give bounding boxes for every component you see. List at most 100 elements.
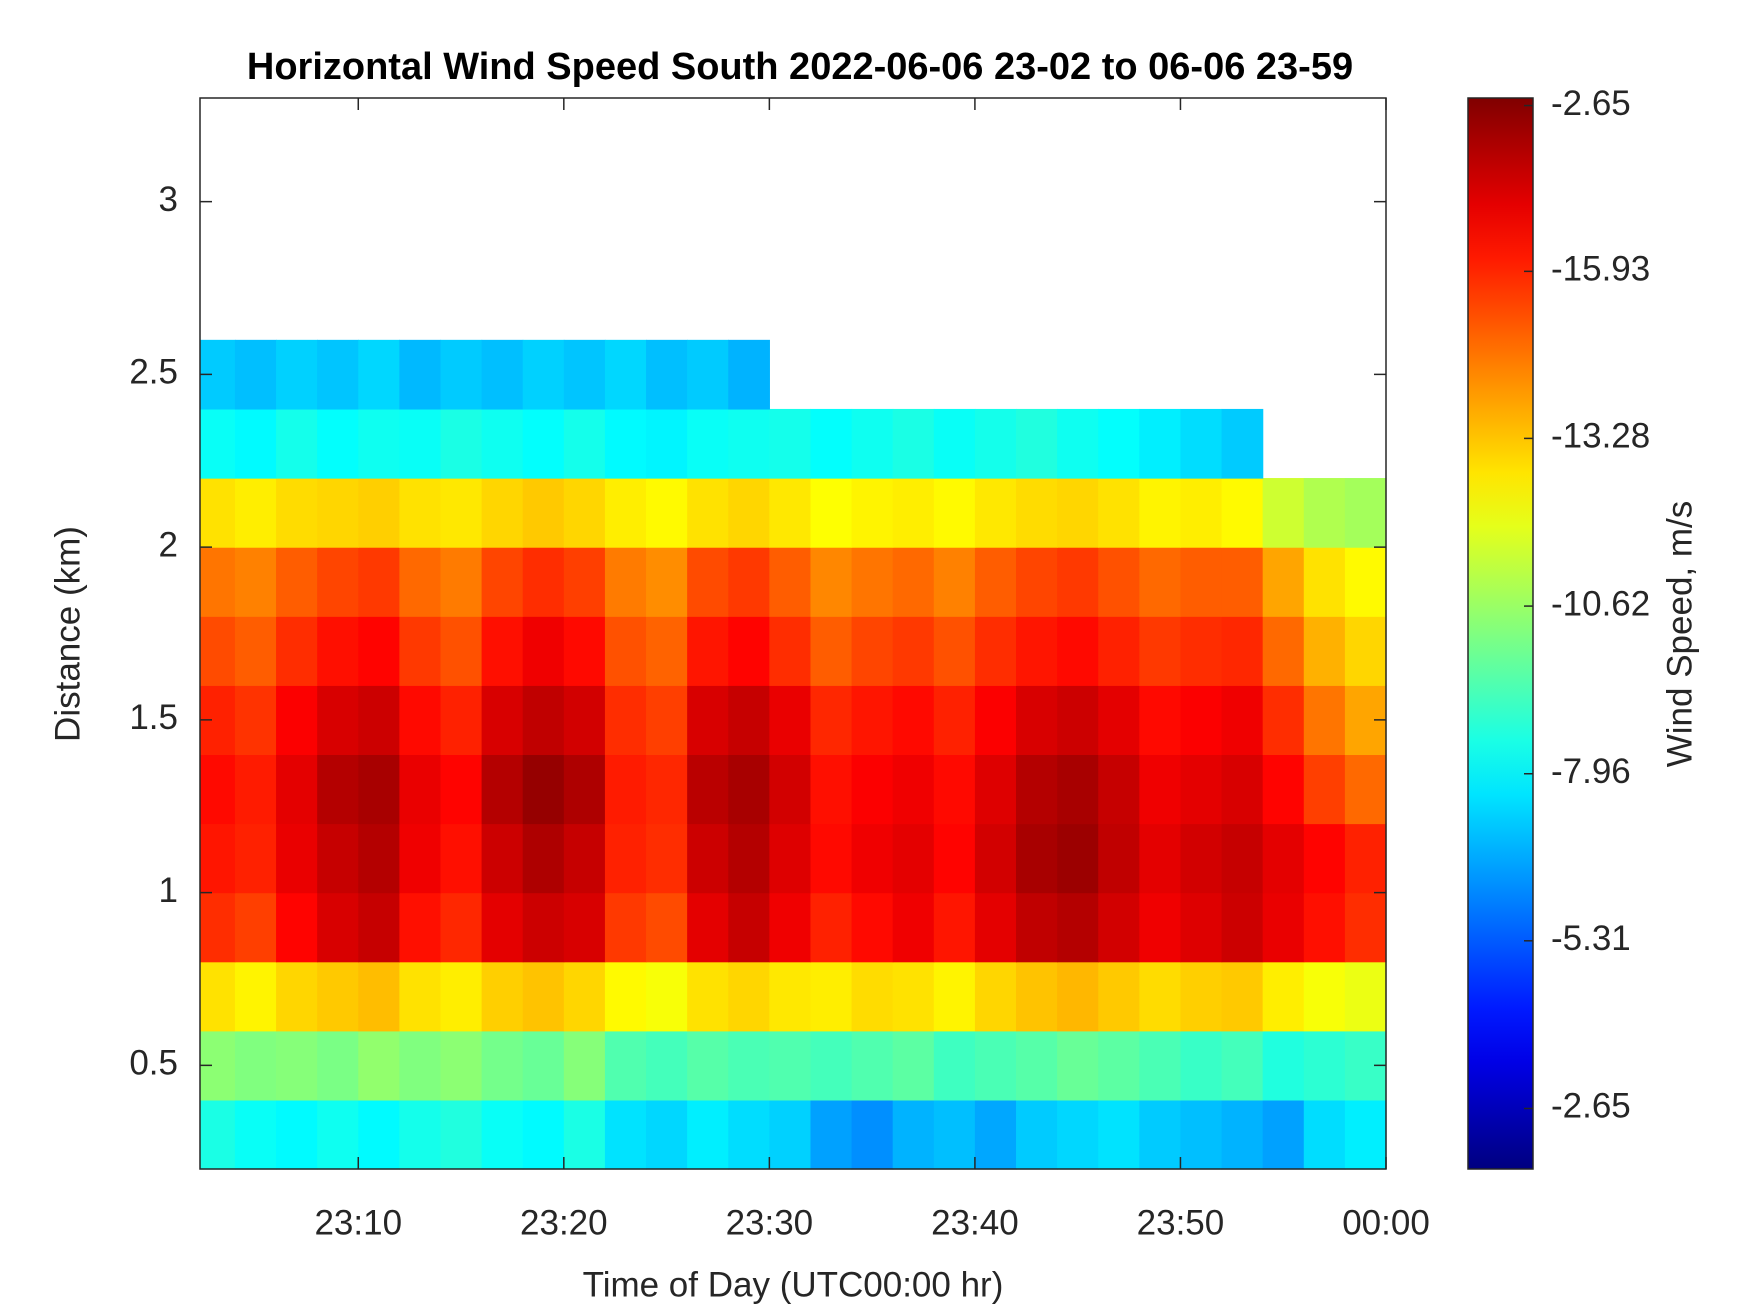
heatmap-cell [892,478,935,548]
heatmap-cell [1180,547,1223,617]
heatmap-cell [399,408,442,479]
heatmap-cell [358,478,400,548]
heatmap-cell [234,408,277,479]
heatmap-cell [522,1030,565,1101]
heatmap-cell [440,408,483,479]
colorbar-tick-label: -2.65 [1551,84,1631,123]
heatmap-cell [810,408,853,479]
heatmap-cell [1139,547,1182,617]
heatmap-cell [276,754,318,825]
heatmap-cell [1180,1099,1223,1170]
heatmap-cell [1098,408,1140,479]
heatmap-cell [317,961,359,1032]
y-tick-label: 2.5 [129,353,178,392]
heatmap-cell [728,754,770,825]
heatmap-cell [1016,1099,1058,1170]
heatmap-cell [1016,754,1058,825]
heatmap-cell [200,823,236,894]
heatmap-cell [851,616,894,686]
heatmap-cell [933,961,976,1032]
heatmap-cell [810,823,853,894]
heatmap-cell [522,685,565,756]
heatmap-cell [399,547,442,617]
heatmap-cell [358,754,400,825]
heatmap-cell [440,961,483,1032]
heatmap-cell [563,685,606,756]
heatmap-cell [234,1030,277,1101]
colorbar-tick-label: -13.28 [1551,417,1650,456]
heatmap-cell [851,1099,894,1170]
heatmap-cell [1098,616,1140,686]
heatmap-cell [1057,892,1099,963]
heatmap-cell [646,961,688,1032]
heatmap-cell [1262,685,1305,756]
x-tick-label: 23:30 [726,1203,814,1242]
heatmap-cell [604,478,647,548]
heatmap-cell [687,408,729,479]
colorbar-title: Wind Speed, m/s [1660,501,1699,768]
heatmap-cell [1303,892,1346,963]
x-tick-label: 23:10 [314,1203,402,1242]
y-tick-label: 3 [159,180,178,219]
heatmap-cell [974,1030,1017,1101]
heatmap-cell [646,892,688,963]
heatmap-cell [892,408,935,479]
plot-frame [199,97,1387,1170]
heatmap-cell [1303,1099,1346,1170]
heatmap-cell [646,1099,688,1170]
heatmap-cell [1262,754,1305,825]
heatmap-cell [1303,547,1346,617]
heatmap-cell [851,892,894,963]
heatmap-cell [563,754,606,825]
heatmap-cell [1139,408,1182,479]
heatmap-cell [522,754,565,825]
heatmap-cell [1098,478,1140,548]
heatmap-cell [1344,1099,1387,1170]
heatmap-cell [1139,823,1182,894]
heatmap-cell [358,339,400,410]
heatmap-cell [646,408,688,479]
heatmap-cell [810,1030,853,1101]
heatmap-cell [1262,547,1305,617]
heatmap-cell [317,892,359,963]
heatmap-cell [974,892,1017,963]
heatmap-cell [687,547,729,617]
heatmap-cell [1139,961,1182,1032]
heatmap-cell [317,547,359,617]
heatmap-cell [1016,478,1058,548]
heatmap-cell [974,478,1017,548]
heatmap-cell [851,823,894,894]
heatmap-cell [1344,616,1387,686]
heatmap-cell [851,754,894,825]
heatmap-cell [851,547,894,617]
heatmap-cell [200,408,236,479]
heatmap-cell [399,823,442,894]
x-tick-label: 23:20 [520,1203,608,1242]
heatmap-cell [358,823,400,894]
heatmap-cell [1221,478,1264,548]
heatmap-cell [687,754,729,825]
heatmap-cell [1057,547,1099,617]
heatmap-cell [1303,823,1346,894]
heatmap-cell [563,961,606,1032]
heatmap-cell [440,616,483,686]
heatmap-cell [1180,616,1223,686]
heatmap-cell [933,616,976,686]
heatmap-cell [1057,685,1099,756]
heatmap-cell [933,754,976,825]
heatmap-cell [234,478,277,548]
heatmap-cell [317,754,359,825]
heatmap-cell [604,961,647,1032]
heatmap-cell [481,892,524,963]
heatmap-cell [687,339,729,410]
heatmap-cell [851,408,894,479]
heatmap-cell [440,685,483,756]
heatmap-cell [810,1099,853,1170]
heatmap-cell [276,547,318,617]
x-tick-label: 23:50 [1137,1203,1225,1242]
x-tick-label: 00:00 [1342,1203,1430,1242]
heatmap-cell [481,685,524,756]
heatmap-cell [276,1099,318,1170]
heatmap-cell [563,547,606,617]
